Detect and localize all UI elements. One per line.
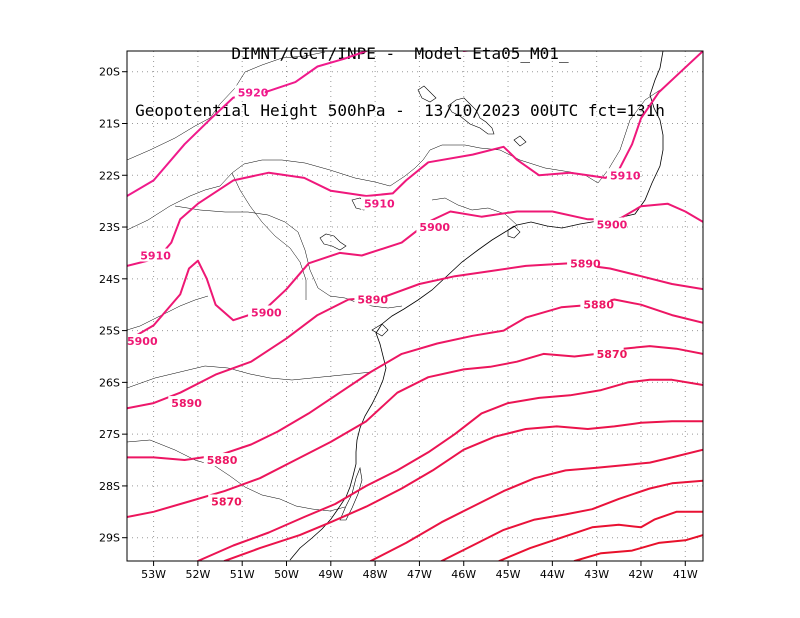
lon-tick-label: 50W — [274, 568, 299, 581]
contour-label-bg — [416, 220, 447, 234]
contour-label-bg — [168, 396, 199, 410]
border-sc-rs — [127, 439, 346, 512]
contour-label: 5900 — [127, 335, 158, 348]
lon-tick-label: 41W — [673, 568, 698, 581]
contour-label-bg — [203, 453, 234, 467]
contour-line — [196, 378, 703, 561]
contour-label-bg — [248, 305, 279, 319]
river-parana — [231, 172, 307, 300]
contour-label-bg — [137, 248, 168, 262]
lon-tick-label: 45W — [496, 568, 521, 581]
contour-label-bg — [593, 217, 624, 231]
atlantic-coastline — [289, 51, 664, 561]
contour-line — [127, 345, 703, 518]
contour-label: 5890 — [171, 397, 202, 410]
contour-label: 5900 — [419, 221, 450, 234]
lat-tick-label: 22S — [99, 169, 120, 182]
contour-label-bg — [354, 292, 385, 306]
contour-line — [127, 298, 703, 461]
island-ilhabela — [507, 225, 521, 239]
lat-tick-label: 28S — [99, 480, 120, 493]
lon-tick-label: 46W — [451, 568, 476, 581]
lake-1 — [447, 97, 495, 135]
contour-label: 5890 — [570, 257, 601, 270]
contour-line — [573, 534, 703, 561]
contour-line — [223, 420, 703, 561]
state-border-ms — [127, 159, 424, 231]
contour-label: 5910 — [610, 169, 641, 182]
contour-line — [440, 479, 703, 561]
lon-tick-label: 48W — [363, 568, 388, 581]
lon-tick-label: 51W — [230, 568, 255, 581]
lon-tick-label: 42W — [629, 568, 654, 581]
contour-label: 5900 — [251, 306, 282, 319]
contour-label: 5880 — [583, 299, 614, 312]
contour-label: 5890 — [357, 294, 388, 307]
lat-tick-label: 24S — [99, 273, 120, 286]
contour-label-bg — [361, 196, 392, 210]
contour-label: 5880 — [207, 454, 238, 467]
lon-tick-label: 53W — [141, 568, 166, 581]
bay-paranagua — [371, 323, 389, 337]
lat-lon-grid — [127, 51, 703, 561]
lon-tick-label: 47W — [407, 568, 432, 581]
contour-line — [498, 510, 703, 561]
lat-tick-label: 27S — [99, 428, 120, 441]
contour-line — [127, 51, 703, 267]
contour-label-bg — [606, 168, 637, 182]
contour-line — [369, 448, 703, 561]
lon-tick-label: 44W — [540, 568, 565, 581]
lat-tick-label: 25S — [99, 325, 120, 338]
axis-ticks: 53W 52W 51W 50W 49W 48W 47W 46W 45W 44W 43W 42W 41W 2… — [99, 66, 698, 581]
contour-label-bg — [567, 256, 598, 270]
lon-tick-label: 52W — [185, 568, 210, 581]
contour-label: 5900 — [597, 218, 628, 231]
contour-line — [127, 262, 703, 410]
border-mg-rj-es — [422, 89, 661, 184]
coastline-and-borders — [127, 51, 664, 561]
contour-label-bg — [580, 297, 611, 311]
lat-tick-label: 26S — [99, 376, 120, 389]
contour-label: 5870 — [597, 348, 628, 361]
lat-tick-label: 23S — [99, 221, 120, 234]
contour-label: 5920 — [238, 86, 269, 99]
height-contours: 5920 5910 5910 5910 5900 5900 5900 5900 5890 5890… — [127, 51, 703, 561]
contour-label-bg — [593, 346, 624, 360]
lat-tick-label: 20S — [99, 66, 120, 79]
lat-tick-label: 21S — [99, 117, 120, 130]
contour-label-bg — [208, 494, 239, 508]
lake-5 — [513, 135, 527, 147]
contour-label: 5870 — [211, 495, 242, 508]
lake-3 — [319, 233, 347, 251]
plot-frame — [126, 50, 704, 562]
border-paraguay — [127, 295, 209, 331]
lat-tick-label: 29S — [99, 532, 120, 545]
contour-label: 5910 — [364, 198, 395, 211]
contour-label: 5910 — [140, 250, 171, 263]
lon-tick-label: 49W — [318, 568, 343, 581]
border-pr-sc — [127, 365, 373, 389]
contour-label-bg — [234, 85, 265, 99]
contour-label-bg — [127, 333, 154, 347]
map-title-line-1: DIMNT/CGCT/INPE - Model Eta05_M01_ — [231, 44, 569, 63]
lake-2 — [417, 85, 437, 103]
lon-tick-label: 43W — [584, 568, 609, 581]
state-border-mg-sp — [127, 51, 326, 161]
